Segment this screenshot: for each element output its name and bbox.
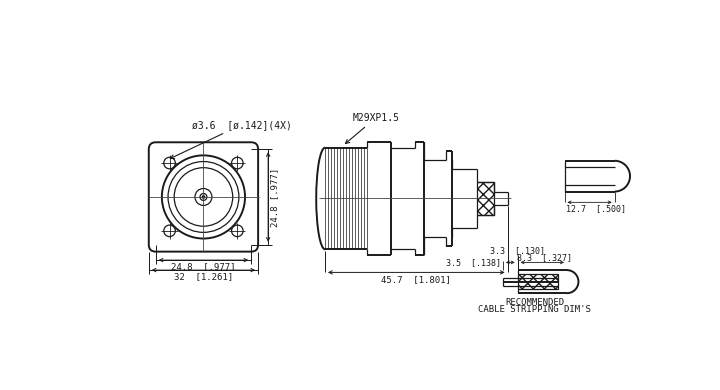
FancyBboxPatch shape bbox=[149, 142, 258, 252]
Bar bbox=[477, 182, 494, 215]
Text: CABLE STRIPPING DIM'S: CABLE STRIPPING DIM'S bbox=[479, 305, 591, 314]
Text: 3.3  [.130]: 3.3 [.130] bbox=[490, 246, 545, 255]
Bar bbox=[518, 274, 558, 289]
Text: 24.8  [.977]: 24.8 [.977] bbox=[171, 262, 235, 271]
Text: 8.3  [.327]: 8.3 [.327] bbox=[517, 253, 572, 262]
Text: ø3.6  [ø.142](4X): ø3.6 [ø.142](4X) bbox=[171, 120, 292, 159]
Text: 32  [1.261]: 32 [1.261] bbox=[174, 272, 233, 282]
Text: 45.7  [1.801]: 45.7 [1.801] bbox=[382, 275, 451, 284]
Text: 24.8 [.977]: 24.8 [.977] bbox=[271, 167, 279, 227]
Text: M29XP1.5: M29XP1.5 bbox=[346, 113, 400, 144]
Text: 3.5  [.138]: 3.5 [.138] bbox=[446, 258, 501, 267]
Text: 12.7  [.500]: 12.7 [.500] bbox=[566, 204, 626, 213]
Text: RECOMMENDED: RECOMMENDED bbox=[505, 298, 564, 307]
Circle shape bbox=[202, 196, 204, 198]
